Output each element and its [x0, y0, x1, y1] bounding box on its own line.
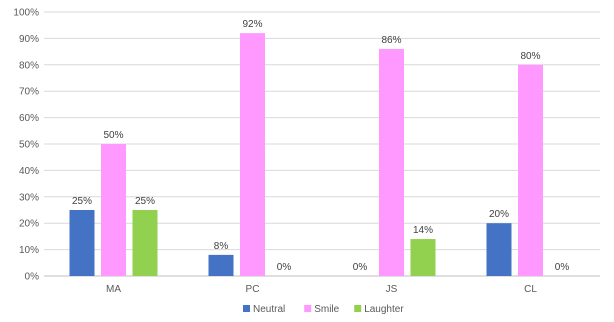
data-label: 92% [242, 19, 262, 30]
category-label: CL [524, 284, 537, 295]
y-tick-label: 70% [19, 87, 39, 98]
data-label: 0% [353, 262, 368, 273]
legend: Neutral Smile Laughter [243, 304, 404, 315]
legend-swatch-neutral [243, 305, 250, 312]
bar-neutral [69, 210, 95, 276]
y-tick-label: 20% [19, 219, 39, 230]
legend-swatch-smile [304, 305, 312, 312]
data-label: 86% [381, 35, 401, 46]
y-tick-label: 0% [25, 272, 40, 283]
legend-swatch-laughter [354, 305, 362, 312]
y-tick-label: 80% [19, 60, 39, 71]
data-label: 0% [277, 262, 292, 273]
bar-smile [518, 64, 543, 276]
bar-smile [101, 144, 126, 276]
legend-label-neutral: Neutral [253, 304, 285, 315]
y-tick-label: 90% [19, 34, 39, 45]
data-label: 20% [489, 209, 509, 220]
data-label: 0% [555, 262, 570, 273]
legend-label-laughter: Laughter [364, 304, 404, 315]
y-tick-label: 100% [13, 8, 39, 19]
data-label: 8% [214, 241, 229, 252]
gridlines [44, 11, 600, 277]
bar-laughter [410, 239, 436, 276]
data-label: 14% [413, 225, 433, 236]
category-label: PC [246, 284, 260, 295]
bars [69, 33, 543, 277]
y-tick-label: 50% [19, 140, 39, 151]
bar-laughter [132, 210, 158, 276]
y-axis-ticks: 0% 10% 20% 30% 40% 50% 60% 70% 80% 90% 100% [13, 8, 39, 283]
data-labels: 25% 50% 25% 8% 92% 0% 0% 86% 14% 20% 80% 0% [72, 19, 569, 273]
y-tick-label: 30% [19, 192, 39, 203]
bar-neutral [486, 223, 512, 276]
y-tick-label: 40% [19, 166, 39, 177]
y-tick-label: 60% [19, 113, 39, 124]
legend-label-smile: Smile [314, 304, 339, 315]
category-label: MA [106, 284, 121, 295]
y-tick-label: 10% [19, 245, 39, 256]
category-label: JS [386, 284, 398, 295]
data-label: 80% [520, 51, 540, 62]
data-label: 50% [103, 130, 123, 141]
data-label: 25% [72, 196, 92, 207]
bar-neutral [208, 254, 234, 276]
bar-smile [240, 33, 265, 277]
bar-smile [379, 48, 404, 277]
data-label: 25% [135, 196, 155, 207]
x-axis-categories: MA PC JS CL [106, 284, 537, 295]
